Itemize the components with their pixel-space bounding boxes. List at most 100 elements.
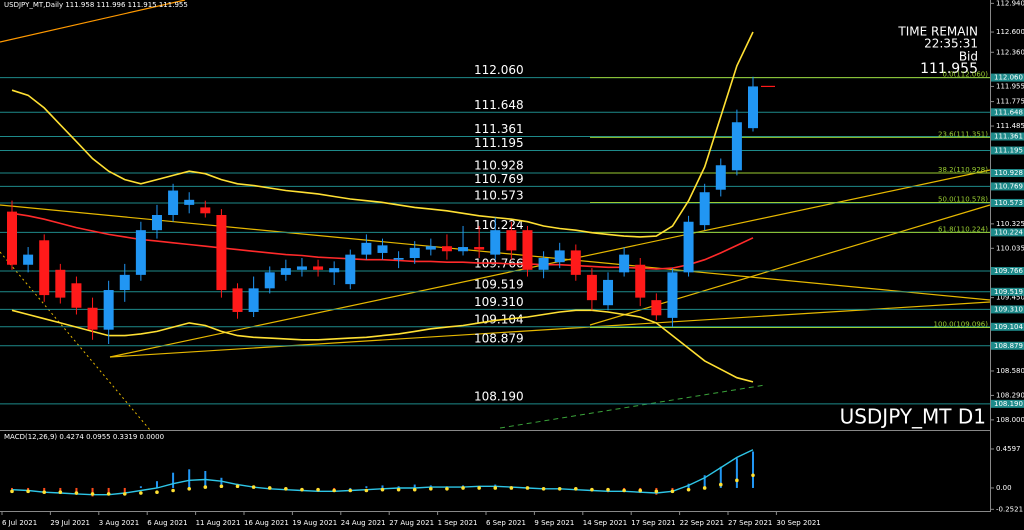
- indicator-line: [11, 212, 754, 270]
- macd-dot: [751, 473, 755, 478]
- macd-dot: [461, 486, 465, 490]
- x-tick-label: 17 Sep 2021: [631, 519, 675, 527]
- x-tick-label: 6 Sep 2021: [486, 519, 526, 527]
- level-box: [991, 73, 1024, 82]
- level-box-label: 108.879: [994, 342, 1023, 350]
- candle-body: [7, 211, 17, 265]
- level-label: 111.648: [474, 98, 524, 112]
- macd-dot: [686, 487, 691, 492]
- candle-body: [39, 240, 50, 296]
- trendline: [0, 251, 151, 431]
- macd-dot: [396, 487, 401, 492]
- candle-body: [490, 230, 501, 255]
- macd-dot: [74, 491, 79, 495]
- macd-bar: [27, 487, 30, 491]
- candle-body: [667, 272, 678, 318]
- y-tick-label: 110.035: [996, 244, 1024, 252]
- macd-dot: [541, 487, 546, 491]
- candle-body: [103, 290, 114, 330]
- macd-dot: [718, 482, 723, 487]
- macd-dot: [493, 486, 498, 490]
- macd-dot: [574, 487, 578, 491]
- macd-dot: [525, 486, 530, 490]
- level-box-label: 111.195: [994, 147, 1023, 155]
- macd-dot: [670, 489, 675, 494]
- level-box: [991, 228, 1024, 237]
- level-label: 111.361: [474, 122, 524, 136]
- y-tick-label: 110.325: [996, 220, 1024, 228]
- level-box: [991, 182, 1024, 191]
- y-tick-label: 112.360: [996, 48, 1024, 56]
- candle-body: [425, 246, 436, 250]
- level-label: 108.190: [474, 389, 524, 403]
- fib-label: 50.0(110.578): [938, 196, 988, 204]
- level-box: [991, 341, 1024, 350]
- macd-dot: [122, 492, 127, 496]
- candle-body: [168, 190, 179, 215]
- level-box-label: 112.060: [994, 74, 1023, 82]
- x-tick-label: 16 Aug 2021: [244, 519, 289, 527]
- x-tick-label: 6 Jul 2021: [2, 519, 37, 527]
- fib-label: 38.2(110.928): [938, 166, 988, 174]
- macd-dot: [316, 487, 320, 492]
- macd-dot: [477, 486, 481, 490]
- fib-label: 100.0(109.096): [934, 320, 989, 328]
- macd-dot: [557, 487, 562, 491]
- candle-body: [329, 268, 340, 273]
- level-box-label: 110.769: [994, 182, 1023, 190]
- macd-bar: [381, 485, 384, 488]
- candle-body: [393, 258, 404, 260]
- macd-bar: [155, 481, 158, 488]
- candle-body: [200, 207, 211, 214]
- trendline: [589, 204, 991, 326]
- y-tick-label: 112.940: [996, 0, 1024, 7]
- candle-body: [683, 221, 694, 273]
- fib-label: 23.6(111.351): [938, 130, 988, 138]
- level-box-label: 109.104: [994, 323, 1023, 331]
- level-box-label: 110.928: [994, 169, 1023, 177]
- candle-body: [135, 230, 146, 275]
- y-tick-label: 112.600: [996, 28, 1024, 36]
- candle-body: [554, 250, 565, 263]
- level-box: [991, 146, 1024, 155]
- macd-bar: [719, 466, 722, 488]
- level-label: 111.195: [474, 136, 524, 150]
- indicator-line: [11, 31, 754, 238]
- macd-dot: [284, 487, 288, 491]
- level-box-label: 110.573: [994, 199, 1023, 207]
- y-tick-label: 0.4597: [996, 445, 1021, 453]
- candle-body: [506, 230, 517, 251]
- candle-body: [474, 247, 485, 250]
- candle-body: [715, 165, 726, 190]
- macd-dot: [267, 486, 272, 490]
- macd-dot: [429, 487, 433, 491]
- candle-body: [748, 86, 758, 129]
- fib-label: 0.0(112.060): [942, 71, 988, 79]
- candle-body: [248, 288, 259, 312]
- trendline: [109, 301, 991, 358]
- level-label: 112.060: [474, 63, 524, 77]
- macd-dot: [300, 487, 304, 492]
- macd-dot: [332, 488, 336, 493]
- level-box: [991, 287, 1024, 296]
- y-tick-label: 108.290: [996, 391, 1024, 399]
- candle-body: [635, 264, 646, 298]
- macd-bar: [397, 486, 400, 488]
- y-tick-label: 111.775: [996, 98, 1024, 106]
- macd-bar: [752, 451, 754, 488]
- level-label: 110.573: [474, 188, 524, 202]
- macd-dot: [509, 486, 514, 490]
- macd-dot: [251, 485, 256, 489]
- candle-body: [280, 268, 291, 275]
- chart-title: USDJPY_MT,Daily 111.958 111.996 111.915 …: [4, 1, 188, 9]
- level-label: 110.928: [474, 159, 524, 173]
- macd-bar: [172, 472, 175, 488]
- candle-body: [264, 272, 275, 289]
- indicator-line: [11, 309, 754, 383]
- level-box-label: 110.224: [994, 228, 1023, 236]
- macd-dot: [380, 487, 385, 492]
- candle-body: [699, 192, 710, 226]
- macd-dot: [348, 488, 353, 493]
- macd-dot: [10, 489, 14, 494]
